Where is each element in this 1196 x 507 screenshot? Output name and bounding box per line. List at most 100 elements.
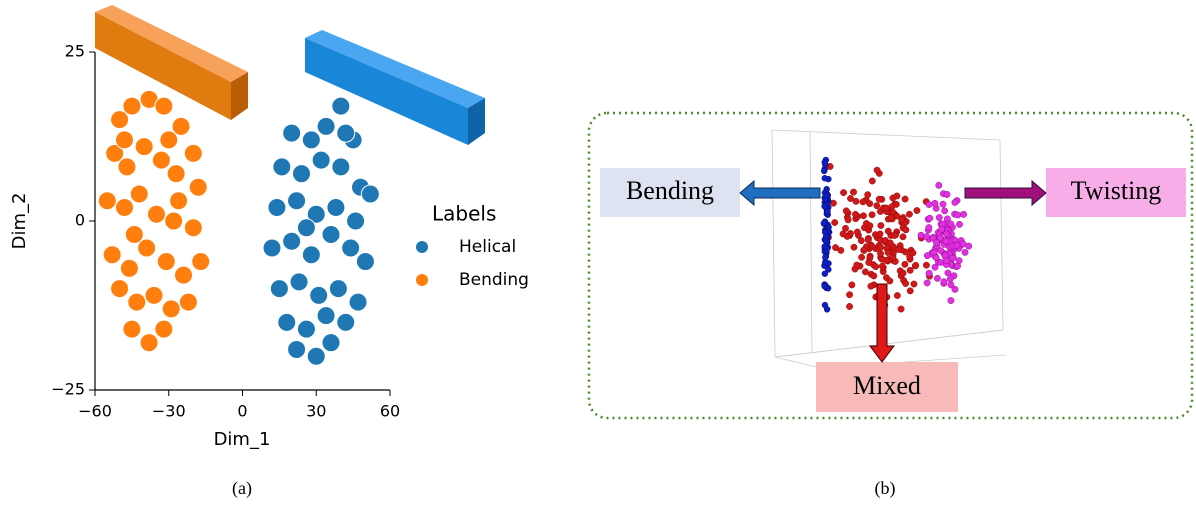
cloud-dot [875,195,883,203]
cloud-dot [943,215,951,223]
legend-marker [416,274,428,286]
panel-frame [587,111,1194,420]
x-tick-label: 30 [306,402,326,421]
point [355,252,375,272]
point [287,191,307,211]
point [346,211,366,231]
cloud-dot [853,228,861,236]
point [127,292,147,312]
cloud-dot [852,197,860,205]
cloud-dot [935,214,943,221]
point [287,339,307,359]
cloud-dot [943,257,951,265]
cloud-dot [850,243,858,251]
cloud-dot [867,282,875,290]
cloud-dot [878,255,886,263]
point [331,157,351,177]
point [183,218,203,238]
cloud-dot [825,266,832,273]
point [161,299,181,319]
cloud-dot [910,280,918,288]
cloud-dot [923,233,931,241]
cloud-dot [846,303,853,310]
cloud-dot [846,291,853,299]
cloud-dot [847,195,854,202]
y-tick-label: 25 [65,42,85,61]
point [122,96,142,116]
x-tick-label: −60 [78,402,112,421]
point [188,177,208,197]
cloud-dot [866,222,874,230]
cloud-dot [902,280,909,287]
cloud-dot [868,211,876,219]
point [301,130,321,150]
point [331,96,351,116]
point [282,123,302,143]
x-axis-label: Dim_1 [214,429,271,450]
cloud-dot [821,282,828,290]
cloud-dot [878,262,886,270]
point [269,279,289,299]
cloud-dot [891,232,898,239]
cloud-dot [842,224,849,232]
point [115,197,134,217]
cloud-dot [864,236,872,244]
point [289,272,309,292]
cloud-dot [898,216,906,223]
cloud-dot [884,249,892,256]
cloud-dot [857,237,865,245]
label-box [816,362,958,412]
cloud-dot [821,175,829,182]
cloud-dot [925,201,933,208]
cloud-dot [937,247,945,255]
point [156,252,176,272]
point [169,191,189,211]
cloud-dot [913,207,921,214]
point [146,204,166,224]
cloud-dot [860,246,868,254]
y-axis-label: Dim_2 [9,193,30,250]
point [336,312,356,332]
diagram-label: Bending [626,176,714,205]
point [326,197,346,217]
cloud-dot [862,268,869,276]
cloud-dot [943,191,951,198]
point [321,225,341,245]
cloud-dot [893,292,901,299]
cloud-dot [864,191,872,199]
cloud-dot [823,192,830,199]
arrow [964,179,1047,207]
cloud-dot [923,279,931,287]
cloud-dot [965,242,973,250]
cloud-dot [870,272,878,280]
cloud-dot [906,287,914,295]
cloud-dot [942,237,950,245]
point [262,238,282,258]
cloud-dot [886,239,894,247]
cloud-dot [901,195,909,203]
legend-label: Bending [459,270,529,290]
point [117,157,137,177]
point [191,252,211,272]
point [124,225,144,245]
cloud-dot [844,216,852,224]
cloud-dot [850,188,857,196]
point [129,184,149,204]
arrow [739,179,821,207]
point [282,231,302,251]
cloud-dot [821,243,828,250]
cloud-dot [951,285,959,293]
cloud-dot [842,207,850,215]
cloud-dot [821,203,828,210]
cloud-dot [886,277,894,285]
point [166,164,186,184]
label-box [1046,168,1186,217]
cloud-dot [868,177,876,185]
cloud-dot [873,166,881,174]
cloud-dot [889,254,897,261]
point [154,96,174,116]
cloud-dot [821,301,829,309]
cloud-dot [887,214,895,222]
point [316,306,336,326]
cloud-dot [960,210,967,218]
